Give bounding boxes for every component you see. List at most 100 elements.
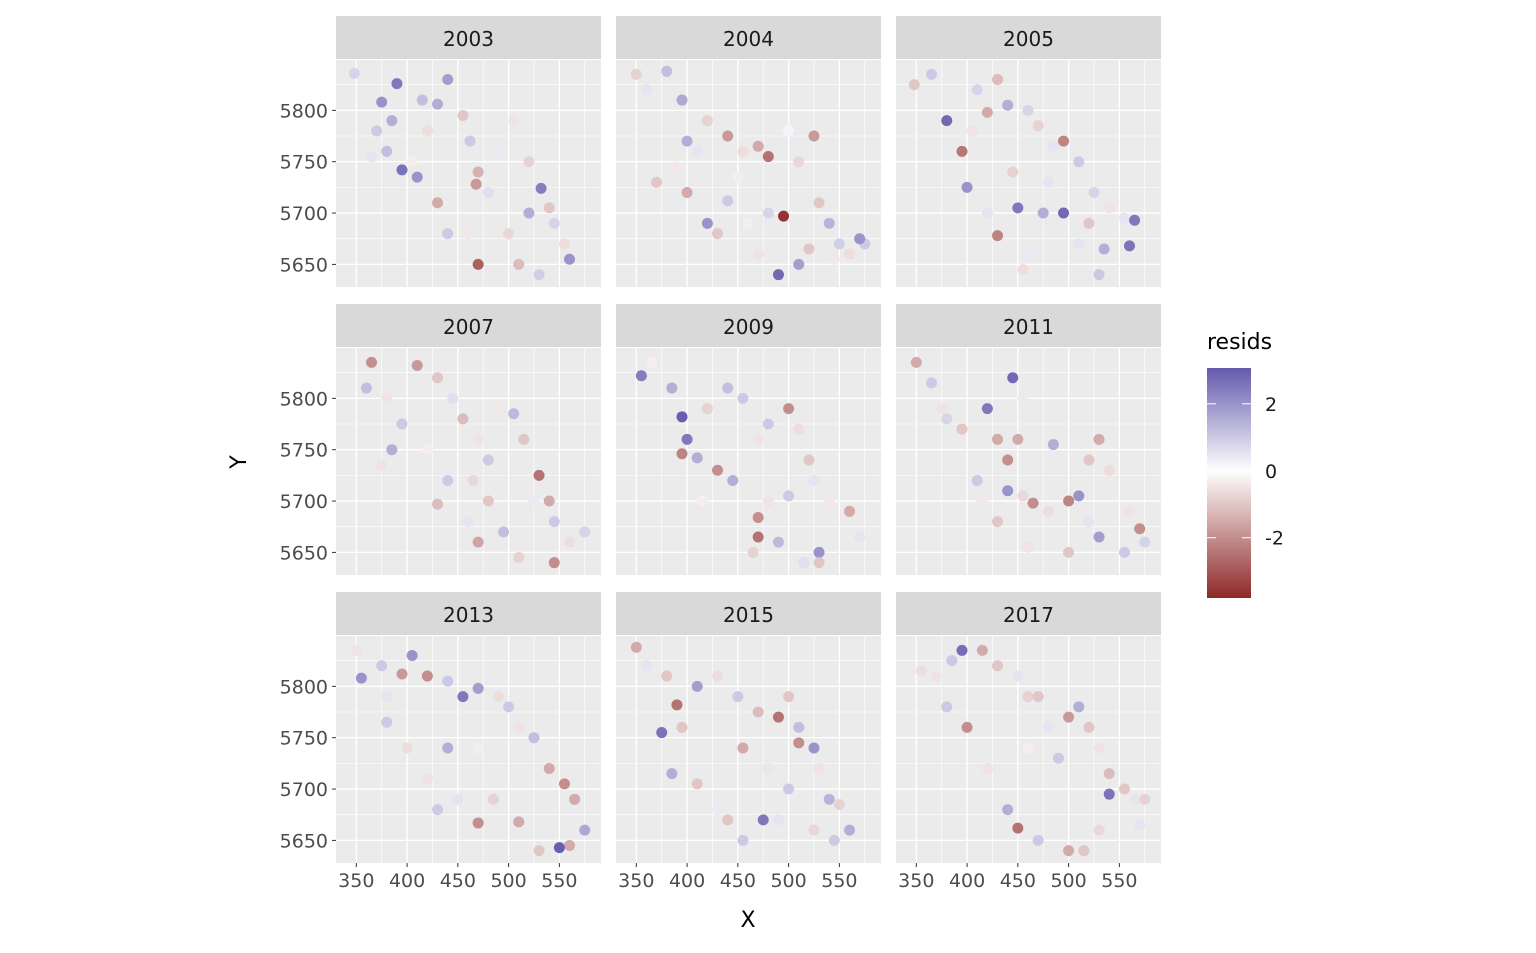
y-tick-label: 5800 xyxy=(280,676,328,698)
y-tick-label: 5650 xyxy=(280,254,328,276)
data-point xyxy=(543,495,555,507)
data-point xyxy=(630,641,642,653)
data-point xyxy=(1098,243,1110,255)
data-point xyxy=(737,834,749,846)
x-tick-label: 400 xyxy=(949,870,985,892)
data-point xyxy=(808,742,820,754)
data-point xyxy=(722,382,734,394)
data-point xyxy=(931,670,943,682)
data-point xyxy=(421,670,433,682)
facet-strip-label: 2004 xyxy=(723,27,774,51)
data-point xyxy=(661,65,673,77)
x-tick-label: 450 xyxy=(1000,870,1036,892)
data-point xyxy=(381,145,393,157)
data-point xyxy=(762,495,774,507)
data-point xyxy=(1032,834,1044,846)
data-point xyxy=(635,370,647,382)
data-point xyxy=(676,721,688,733)
data-point xyxy=(406,156,418,168)
data-point xyxy=(472,536,484,548)
data-point xyxy=(941,115,953,127)
y-tick-label: 5750 xyxy=(280,440,328,462)
data-point xyxy=(396,418,408,430)
data-point xyxy=(432,372,444,384)
data-point xyxy=(651,176,663,188)
data-point xyxy=(558,238,570,250)
data-point xyxy=(1073,156,1085,168)
data-point xyxy=(523,156,535,168)
facet-panel-2007: 2007 5650 5700 5750 5800 xyxy=(280,304,601,575)
data-point xyxy=(548,217,560,229)
data-point xyxy=(442,475,454,487)
data-point xyxy=(941,701,953,713)
data-point xyxy=(926,377,938,389)
x-tick-label: 350 xyxy=(338,870,374,892)
data-point xyxy=(701,403,713,415)
data-point xyxy=(747,546,759,558)
data-point xyxy=(676,448,688,460)
data-point xyxy=(671,161,683,173)
data-point xyxy=(956,145,968,157)
data-point xyxy=(823,495,835,507)
data-point xyxy=(503,228,515,240)
data-point xyxy=(696,495,708,507)
data-point xyxy=(762,763,774,775)
data-point xyxy=(543,202,555,214)
data-point xyxy=(732,691,744,703)
data-point xyxy=(908,79,920,91)
facet-strip xyxy=(896,304,1161,347)
data-point xyxy=(1139,536,1151,548)
data-point xyxy=(548,516,560,528)
data-point xyxy=(1073,238,1085,250)
data-point xyxy=(523,207,535,219)
x-tick-label: 500 xyxy=(770,870,806,892)
data-point xyxy=(513,721,525,733)
data-point xyxy=(569,793,581,805)
facet-strip-label: 2005 xyxy=(1003,27,1054,51)
data-point xyxy=(442,742,454,754)
data-point xyxy=(1007,372,1019,384)
data-point xyxy=(783,490,795,502)
data-point xyxy=(803,243,815,255)
y-tick-label: 5800 xyxy=(280,100,328,122)
data-point xyxy=(976,495,988,507)
data-point xyxy=(543,763,555,775)
data-point xyxy=(681,135,693,147)
data-point xyxy=(482,495,494,507)
data-point xyxy=(778,210,790,222)
data-point xyxy=(722,130,734,142)
data-point xyxy=(1093,742,1105,754)
data-point xyxy=(533,269,545,281)
data-point xyxy=(737,742,749,754)
data-point xyxy=(1063,546,1075,558)
data-point xyxy=(513,816,525,828)
data-point xyxy=(671,699,683,711)
x-tick-label: 450 xyxy=(440,870,476,892)
data-point xyxy=(452,793,464,805)
data-point xyxy=(1042,721,1054,733)
data-point xyxy=(432,498,444,510)
y-tick-label: 5700 xyxy=(280,203,328,225)
data-point xyxy=(701,217,713,229)
data-point xyxy=(528,732,540,744)
legend-colorbar xyxy=(1207,368,1251,598)
data-point xyxy=(1063,845,1075,857)
data-point xyxy=(1017,264,1029,276)
data-point xyxy=(793,156,805,168)
data-point xyxy=(981,106,993,118)
data-point xyxy=(1093,824,1105,836)
data-point xyxy=(1088,187,1100,199)
data-point xyxy=(1007,166,1019,178)
data-point xyxy=(482,187,494,199)
facet-strip xyxy=(336,592,601,635)
data-point xyxy=(1022,691,1034,703)
data-point xyxy=(432,804,444,816)
data-point xyxy=(752,531,764,543)
x-tick-label: 350 xyxy=(898,870,934,892)
data-point xyxy=(992,433,1004,445)
data-point xyxy=(854,531,866,543)
data-point xyxy=(676,411,688,423)
data-point xyxy=(472,817,484,829)
panel-background xyxy=(336,348,601,575)
